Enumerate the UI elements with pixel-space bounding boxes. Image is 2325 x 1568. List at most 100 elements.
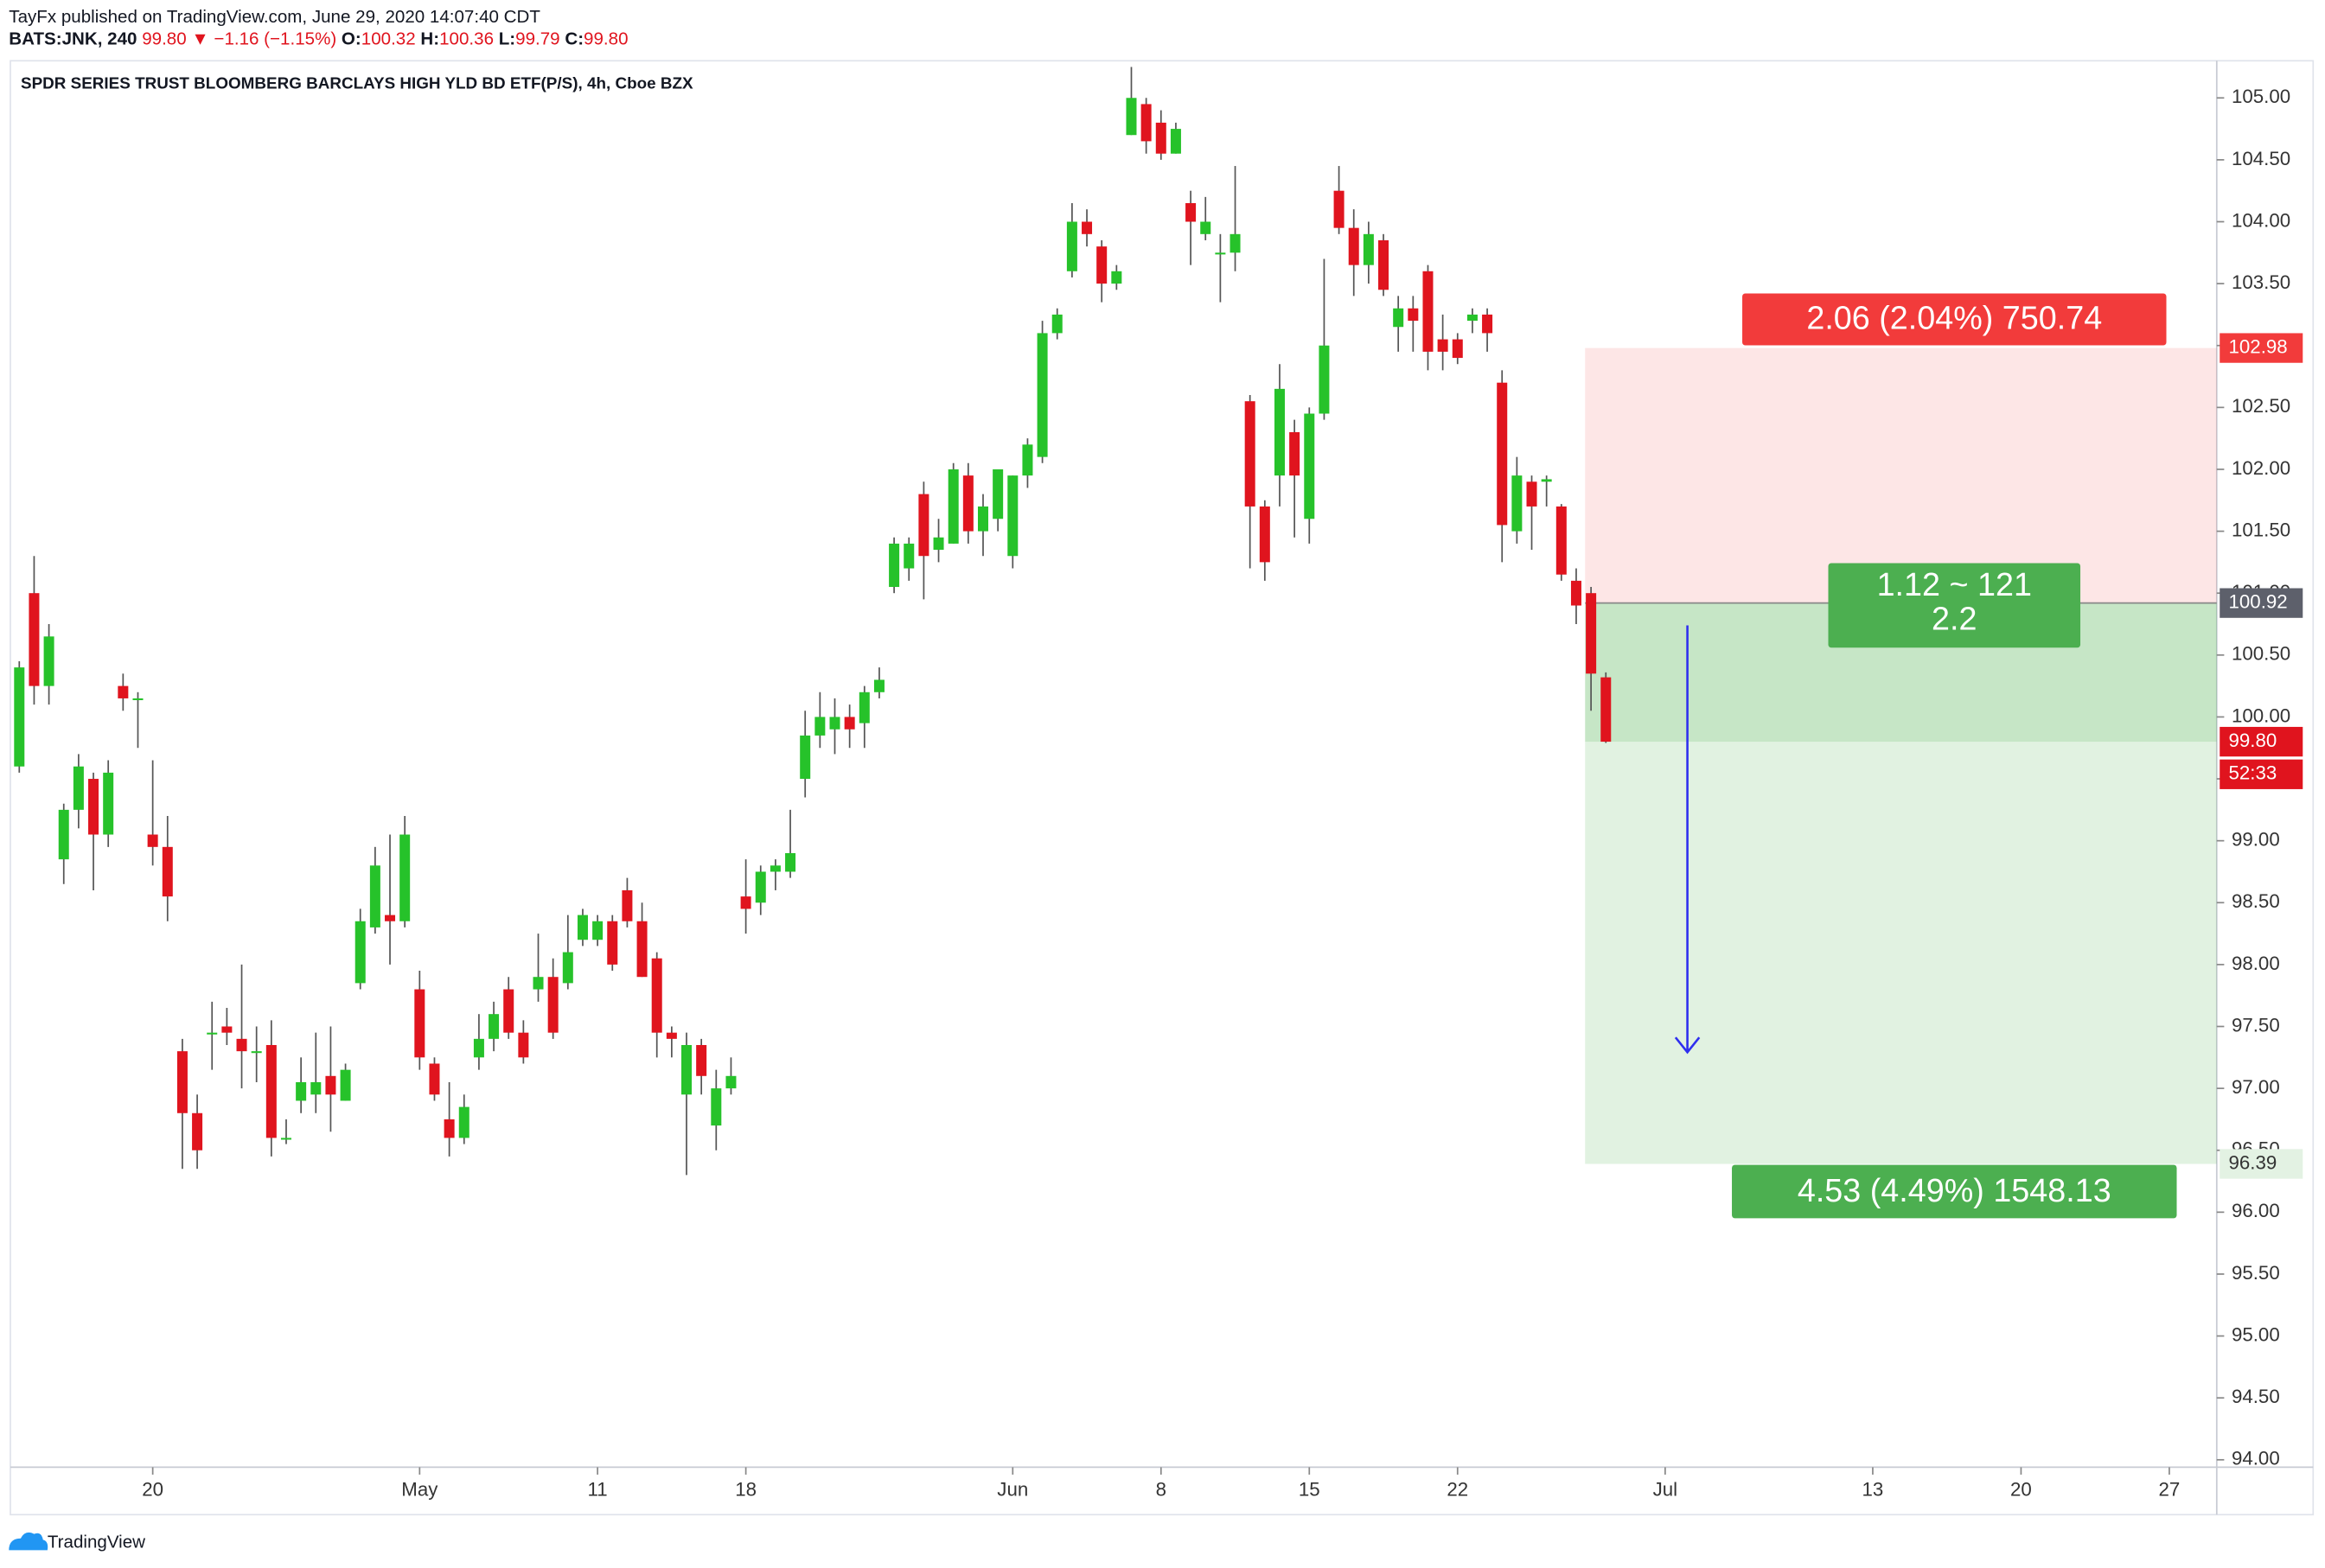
candle-body	[518, 1032, 529, 1058]
annotation-arrow	[1674, 625, 1701, 1055]
symbol: BATS:JNK, 240	[9, 29, 137, 49]
x-tick-label: 15	[1299, 1479, 1320, 1501]
y-tick-label: 95.00	[2232, 1323, 2280, 1345]
candle-body	[251, 1051, 262, 1054]
candle-body	[265, 1044, 277, 1138]
stop-price-label: 102.98	[2229, 335, 2288, 357]
candle-body	[43, 636, 54, 686]
candle-body	[88, 779, 99, 835]
candle-body	[1170, 129, 1181, 154]
candle-body	[1244, 401, 1255, 507]
candle-body	[948, 468, 959, 544]
x-tick-label: 22	[1447, 1479, 1468, 1501]
y-tick-label: 100.00	[2232, 704, 2290, 726]
y-tick-label: 104.00	[2232, 209, 2290, 231]
target-price-label-box	[2220, 1149, 2303, 1179]
stop-label-box	[1742, 293, 2167, 346]
candle-body	[1348, 227, 1359, 265]
countdown-box	[2220, 759, 2303, 789]
candle-body	[1452, 339, 1463, 359]
candle-body	[1111, 271, 1122, 284]
candle-body	[414, 989, 425, 1058]
y-tick-label: 99.00	[2232, 829, 2280, 851]
candle-body	[977, 506, 988, 532]
candle-body	[236, 1038, 247, 1052]
candle-body	[192, 1112, 203, 1151]
candle-body	[354, 921, 366, 984]
candle-body	[369, 865, 380, 927]
candle-body	[296, 1081, 307, 1101]
candle-body	[29, 593, 40, 686]
ohlc-value: 99.79	[515, 29, 559, 49]
x-tick-label: 20	[142, 1479, 163, 1501]
ohlc-key: O:	[342, 29, 361, 49]
candle-body	[58, 809, 69, 860]
candle-body	[829, 717, 840, 730]
candle-body	[118, 685, 129, 698]
y-tick-label: 102.00	[2232, 457, 2290, 479]
x-tick-label: May	[401, 1479, 438, 1501]
candle-body	[458, 1106, 469, 1138]
ohlc-value: 100.32	[361, 29, 416, 49]
candle-body	[1274, 388, 1285, 476]
candle-body	[1082, 221, 1093, 234]
candle-body	[147, 834, 158, 847]
candle-body	[1215, 252, 1226, 255]
candle-body	[681, 1044, 693, 1095]
candle-body	[904, 543, 915, 569]
ohlc-key: L:	[499, 29, 515, 49]
candle-body	[1408, 308, 1419, 322]
change: 99.80 ▼ −1.16 (−1.15%)	[142, 29, 336, 49]
ohlc-key: H:	[420, 29, 439, 49]
ohlc-value: 99.80	[584, 29, 628, 49]
candle-body	[1526, 481, 1537, 507]
candle-body	[607, 921, 618, 965]
x-tick-label: 13	[1862, 1479, 1884, 1501]
target-price-label: 96.39	[2229, 1151, 2277, 1173]
profit-zone	[1585, 602, 2217, 1164]
candle-body	[1289, 431, 1300, 476]
x-tick-label: 11	[588, 1479, 608, 1501]
candle-body	[785, 852, 796, 872]
candle-body	[755, 871, 766, 903]
x-tick-label: 8	[1156, 1479, 1166, 1501]
candle-body	[1482, 314, 1493, 334]
tradingview-logo: TradingView	[9, 1532, 145, 1552]
candle-body	[770, 865, 781, 872]
y-tick-label: 94.00	[2232, 1448, 2280, 1469]
candle-body	[429, 1063, 440, 1095]
logo-icon	[9, 1532, 48, 1551]
candle-body	[622, 889, 633, 921]
candle-body	[1586, 593, 1597, 674]
ratio-label: 1.12 ~ 121	[1877, 566, 2032, 602]
countdown: 52:33	[2229, 762, 2277, 784]
candle-body	[1037, 333, 1048, 457]
candle-body	[1497, 382, 1508, 526]
candle-body	[1378, 239, 1389, 290]
candle-body	[1007, 475, 1019, 557]
chart-title: SPDR SERIES TRUST BLOOMBERG BARCLAYS HIG…	[21, 74, 693, 92]
candle-body	[533, 977, 544, 990]
candle-body	[1051, 314, 1063, 334]
candle-body	[636, 921, 648, 978]
candle-body	[1600, 677, 1612, 743]
y-tick-label: 96.00	[2232, 1200, 2280, 1221]
candle-body	[73, 766, 84, 810]
candle-body	[1363, 233, 1374, 265]
candle-body	[800, 735, 811, 780]
brand: TradingView	[48, 1532, 145, 1552]
candle-body	[1437, 339, 1448, 352]
candle-body	[814, 717, 826, 736]
ratio-label: 2.2	[1932, 600, 1977, 636]
candle-body	[280, 1138, 291, 1140]
y-tick-label: 105.00	[2232, 86, 2290, 107]
stop-zone	[1585, 347, 2217, 603]
candle-body	[1096, 246, 1108, 284]
candle-body	[221, 1026, 233, 1033]
symbol-line: BATS:JNK, 240 99.80 ▼ −1.16 (−1.15%) O:1…	[9, 29, 628, 49]
x-tick-label: 20	[2010, 1479, 2032, 1501]
candle-body	[918, 494, 929, 557]
candle-body	[859, 692, 870, 723]
candle-body	[993, 468, 1004, 519]
candle-body	[1185, 203, 1197, 222]
